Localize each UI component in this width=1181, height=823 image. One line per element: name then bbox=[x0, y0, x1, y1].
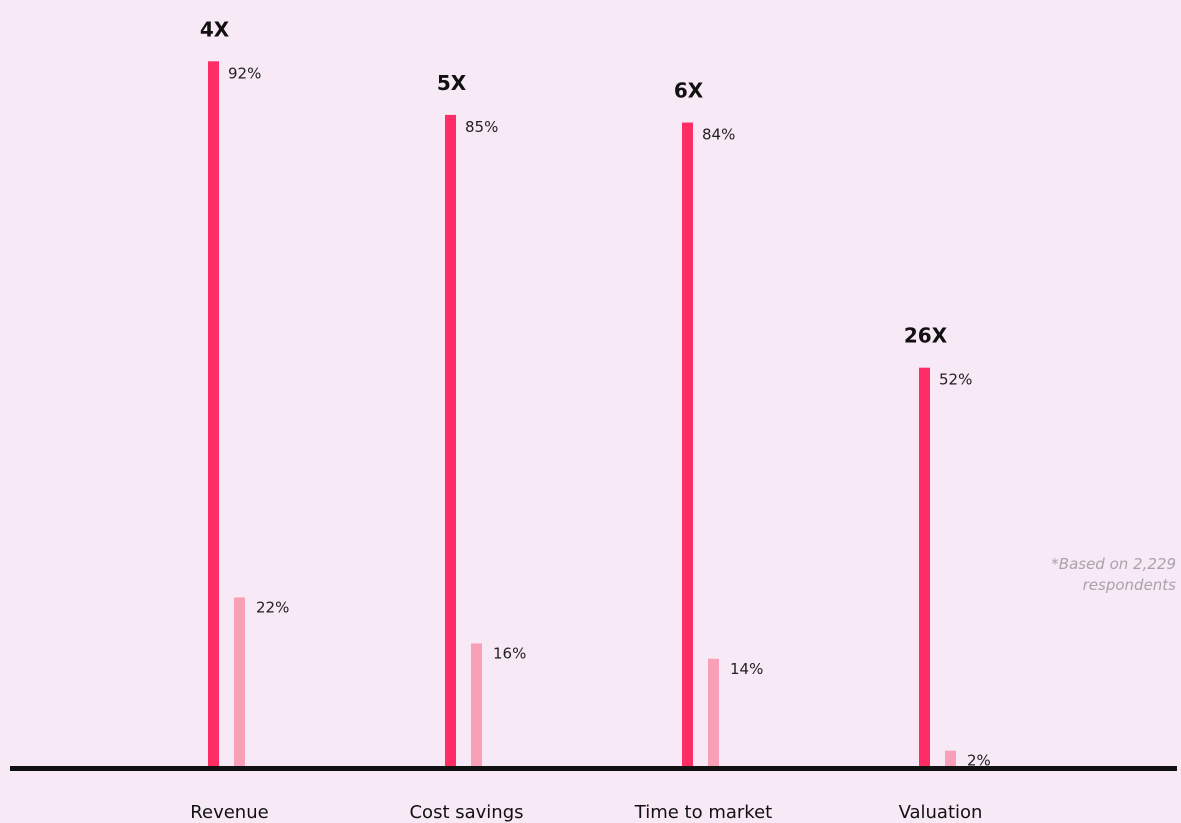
footnote: *Based on 2,229 respondents bbox=[976, 554, 1176, 596]
x-axis-baseline bbox=[10, 766, 1177, 771]
category-label: Cost savings bbox=[409, 802, 523, 823]
bar-value-label-primary: 85% bbox=[465, 118, 498, 136]
category-label: Time to market bbox=[634, 802, 772, 823]
bar-value-label-secondary: 22% bbox=[256, 598, 289, 616]
bar-secondary bbox=[471, 643, 482, 766]
multiplier-label: 5X bbox=[437, 71, 467, 95]
bar-value-label-secondary: 2% bbox=[967, 752, 991, 770]
bar-primary bbox=[919, 367, 930, 766]
multiplier-label: 4X bbox=[200, 17, 230, 41]
bar-secondary bbox=[945, 750, 956, 766]
bar-secondary bbox=[708, 658, 719, 766]
footnote-line-2: respondents bbox=[1082, 576, 1176, 594]
bar-primary bbox=[682, 122, 693, 766]
category-label: Valuation bbox=[899, 802, 983, 823]
bar-secondary bbox=[234, 597, 245, 766]
footnote-line-1: *Based on 2,229 bbox=[1051, 555, 1176, 573]
multiplier-label: 6X bbox=[674, 79, 704, 103]
bar-primary bbox=[208, 61, 219, 766]
bar-value-label-secondary: 16% bbox=[493, 644, 526, 662]
bar-value-label-primary: 84% bbox=[702, 126, 735, 144]
bar-value-label-primary: 92% bbox=[228, 64, 261, 82]
bar-primary bbox=[445, 114, 456, 766]
bar-value-label-primary: 52% bbox=[939, 371, 972, 389]
multiplier-label: 26X bbox=[904, 324, 948, 348]
bar-value-label-secondary: 14% bbox=[730, 660, 763, 678]
category-label: Revenue bbox=[190, 802, 268, 823]
